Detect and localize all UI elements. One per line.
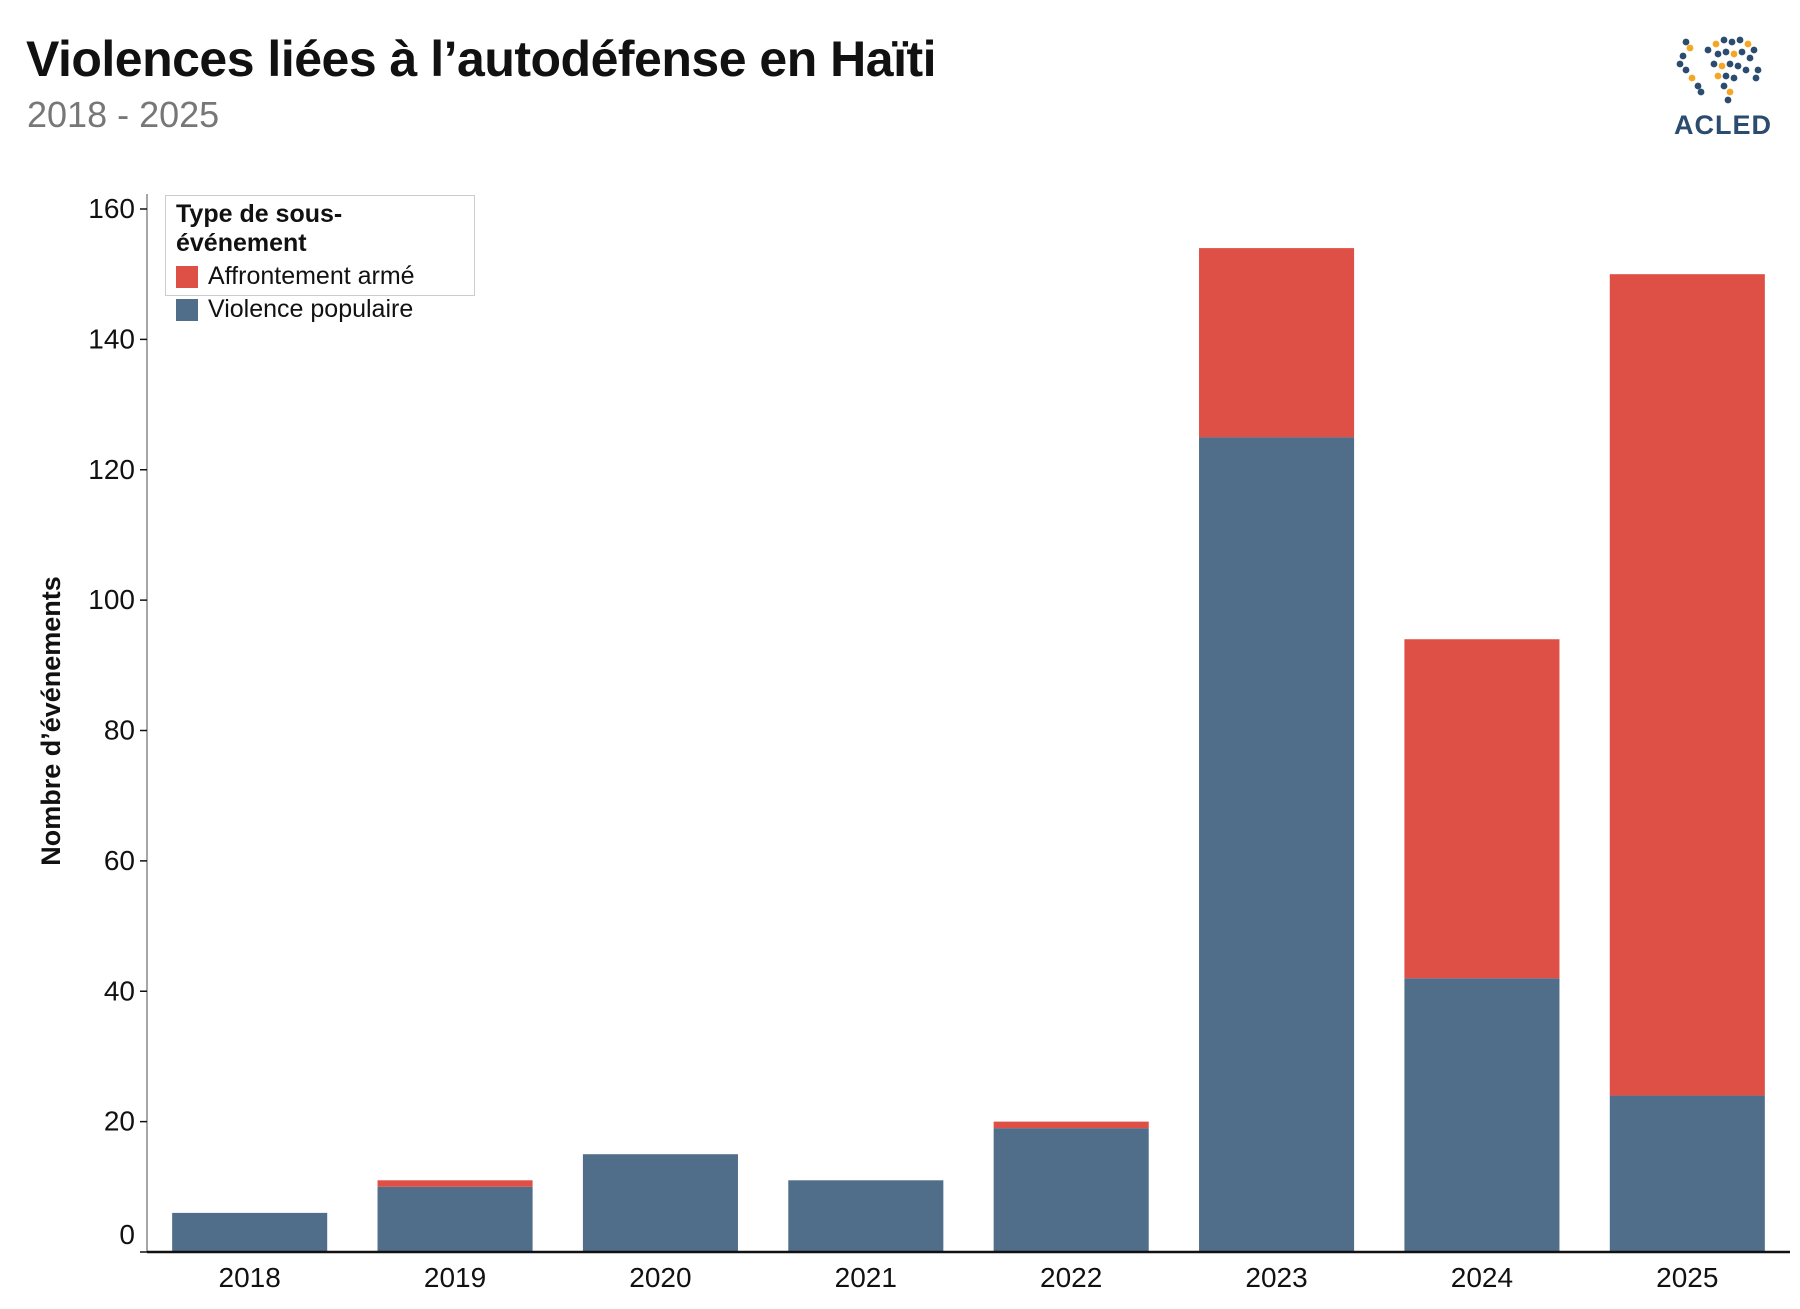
legend-title: Type de sous-événement <box>176 200 343 257</box>
logo-dot <box>1722 48 1730 56</box>
logo-dot <box>1714 50 1722 58</box>
legend-item-affrontement: Affrontement armé <box>176 260 464 293</box>
logo-dot <box>1730 74 1738 82</box>
logo-dot <box>1730 50 1738 58</box>
y-axis-label: Nombre d’événements <box>36 576 66 866</box>
bar-2023-affrontement-arme <box>1199 248 1355 438</box>
logo-dot <box>1750 46 1758 54</box>
x-tick-label: 2025 <box>1656 1262 1718 1293</box>
legend-swatch-violence <box>176 298 198 321</box>
bar-2022-violence-populaire <box>993 1128 1149 1252</box>
logo-dot <box>1724 96 1732 104</box>
y-tick-label: 0 <box>119 1219 135 1250</box>
y-tick-label: 60 <box>104 845 135 876</box>
logo-dot <box>1688 74 1696 82</box>
logo-dot <box>1682 66 1690 74</box>
logo-dot <box>1704 46 1712 54</box>
bar-2024-violence-populaire <box>1404 978 1560 1252</box>
bar-2025-violence-populaire <box>1609 1095 1765 1252</box>
x-tick-label: 2020 <box>629 1262 691 1293</box>
logo-dot <box>1714 72 1722 80</box>
logo-dot <box>1726 60 1734 68</box>
bar-2023-violence-populaire <box>1199 437 1355 1252</box>
logo-dot <box>1697 88 1705 96</box>
legend: Type de sous-événement Affrontement armé… <box>165 195 475 323</box>
logo-dot <box>1726 88 1734 96</box>
bar-2018-violence-populaire <box>172 1212 328 1252</box>
logo-dot <box>1694 82 1702 90</box>
logo-dot <box>1679 52 1687 60</box>
logo-dot <box>1728 38 1736 46</box>
logo-dot <box>1712 40 1720 48</box>
bar-2020-violence-populaire <box>582 1154 738 1252</box>
legend-label-affrontement: Affrontement armé <box>208 262 415 290</box>
y-tick-label: 20 <box>104 1106 135 1137</box>
logo-dot <box>1720 82 1728 90</box>
logo-dot <box>1744 40 1752 48</box>
logo-dot <box>1720 36 1728 44</box>
logo-dot <box>1722 72 1730 80</box>
logo-dot <box>1710 60 1718 68</box>
y-tick-label: 160 <box>88 193 135 224</box>
bar-2022-affrontement-arme <box>993 1121 1149 1129</box>
logo-dot <box>1718 62 1726 70</box>
chart-subtitle: 2018 - 2025 <box>27 94 220 135</box>
logo-dot <box>1752 74 1760 82</box>
chart-title: Violences liées à l’autodéfense en Haïti <box>26 31 937 87</box>
logo-dot <box>1682 38 1690 46</box>
x-tick-label: 2021 <box>835 1262 897 1293</box>
globe-dots-icon <box>1676 36 1762 104</box>
y-tick-label: 100 <box>88 584 135 615</box>
bar-2021-violence-populaire <box>788 1180 944 1252</box>
logo-dot <box>1738 48 1746 56</box>
y-tick-label: 120 <box>88 454 135 485</box>
logo-dot <box>1736 36 1744 44</box>
logo-text: ACLED <box>1674 110 1772 140</box>
x-tick-label: 2018 <box>219 1262 281 1293</box>
x-tick-label: 2024 <box>1451 1262 1513 1293</box>
bar-2019-violence-populaire <box>377 1186 533 1252</box>
legend-item-violence: Violence populaire <box>176 293 464 326</box>
logo-dot <box>1686 44 1694 52</box>
x-tick-label: 2019 <box>424 1262 486 1293</box>
y-tick-label: 80 <box>104 715 135 746</box>
logo-dot <box>1746 54 1754 62</box>
x-tick-label: 2023 <box>1245 1262 1307 1293</box>
bar-2019-affrontement-arme <box>377 1180 533 1187</box>
legend-swatch-affrontement <box>176 265 198 288</box>
y-tick-label: 140 <box>88 323 135 354</box>
bar-2024-affrontement-arme <box>1404 639 1560 979</box>
logo-dot <box>1676 60 1684 68</box>
logo-dot <box>1742 66 1750 74</box>
logo-dot <box>1734 62 1742 70</box>
logo-dot <box>1754 66 1762 74</box>
legend-label-violence: Violence populaire <box>208 295 414 323</box>
x-tick-label: 2022 <box>1040 1262 1102 1293</box>
bar-2025-affrontement-arme <box>1609 274 1765 1096</box>
acled-logo: ACLED <box>1668 30 1778 148</box>
y-tick-label: 40 <box>104 975 135 1006</box>
